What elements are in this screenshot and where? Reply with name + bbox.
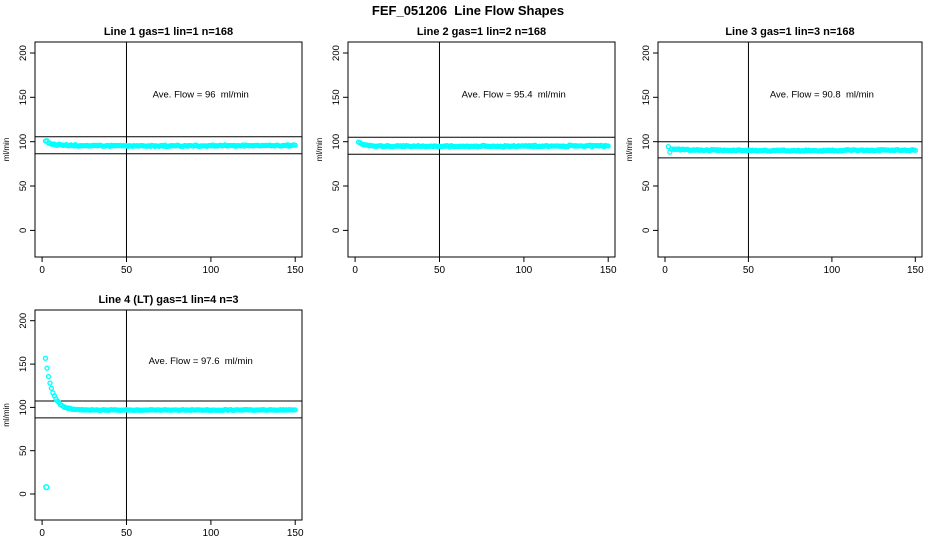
y-axis-label: ml/min [315, 138, 324, 162]
plot-box [657, 41, 923, 258]
y-tick-label: 50 [18, 181, 29, 192]
x-tick-label: 0 [352, 265, 358, 276]
panel-line-3: 0 50 100 150 0 50 100 150 200 ml/min Line 3 gas=1 … [625, 26, 924, 276]
y-tick-label: 200 [331, 45, 342, 61]
y-axis-label: ml/min [2, 403, 11, 427]
y-tick-label: 150 [641, 89, 652, 105]
data-series [42, 138, 298, 150]
x-tick-label: 150 [287, 528, 304, 539]
x-tick-label: 0 [39, 528, 45, 539]
panel-title: Line 4 (LT) gas=1 lin=4 n=3 [98, 294, 238, 306]
data-point [605, 143, 611, 149]
y-tick-label: 100 [18, 134, 29, 150]
plot-box [34, 309, 303, 521]
x-tick-label: 150 [907, 265, 924, 276]
data-point [665, 143, 671, 150]
y-tick-label: 0 [641, 228, 652, 233]
x-tick-label: 0 [662, 265, 668, 276]
figure-title: FEF_051206 Line Flow Shapes [371, 3, 565, 18]
y-tick-label: 150 [18, 89, 29, 105]
panel-title: Line 3 gas=1 lin=3 n=168 [725, 26, 854, 38]
x-tick-label: 0 [39, 265, 45, 276]
ave-flow-annotation: Ave. Flow = 90.8 ml/min [770, 89, 874, 100]
y-tick-label: 100 [331, 134, 342, 150]
y-tick-label: 200 [18, 313, 29, 329]
plot-box [34, 41, 303, 258]
y-tick-label: 50 [641, 181, 652, 192]
data-point [44, 365, 50, 371]
data-point [912, 147, 918, 153]
x-tick-label: 100 [203, 528, 220, 539]
x-tick-label: 150 [287, 265, 304, 276]
x-tick-label: 150 [600, 265, 617, 276]
x-tick-label: 50 [121, 528, 133, 539]
data-series [665, 143, 918, 155]
y-tick-label: 50 [331, 181, 342, 192]
outlier-point [43, 483, 50, 491]
y-tick-label: 100 [18, 399, 29, 415]
y-tick-label: 0 [331, 228, 342, 233]
x-tick-label: 50 [743, 265, 755, 276]
y-axis-label: ml/min [625, 138, 634, 162]
data-series [42, 355, 298, 414]
y-tick-label: 200 [18, 45, 29, 61]
panel-line-4: 0 50 100 150 0 50 100 150 200 ml/min Line 4 (LT) g… [2, 294, 304, 539]
y-tick-label: 150 [331, 89, 342, 105]
y-tick-label: 50 [18, 445, 29, 456]
y-tick-label: 200 [641, 45, 652, 61]
panel-title: Line 2 gas=1 lin=2 n=168 [417, 26, 546, 38]
data-point [47, 380, 53, 386]
plot-box [347, 41, 616, 258]
y-tick-label: 0 [18, 491, 29, 496]
x-tick-label: 50 [434, 265, 446, 276]
data-point [42, 355, 49, 361]
data-point [45, 373, 52, 380]
y-tick-label: 0 [18, 228, 29, 233]
data-point [48, 385, 55, 391]
y-tick-label: 150 [18, 356, 29, 372]
data-point [292, 407, 298, 413]
y-tick-label: 100 [641, 134, 652, 150]
x-tick-label: 100 [824, 265, 841, 276]
x-tick-label: 100 [203, 265, 220, 276]
ave-flow-annotation: Ave. Flow = 97.6 ml/min [149, 356, 253, 367]
ave-flow-annotation: Ave. Flow = 95.4 ml/min [462, 89, 566, 100]
data-series [355, 139, 611, 150]
panel-title: Line 1 gas=1 lin=1 n=168 [104, 26, 233, 38]
panel-line-2: 0 50 100 150 0 50 100 150 200 ml/min Line 2 gas=1 … [315, 26, 617, 276]
panel-line-1: 0 50 100 150 0 50 100 150 200 ml/min Line 1 gas=1 … [2, 26, 304, 276]
data-point [292, 142, 298, 148]
x-tick-label: 50 [121, 265, 133, 276]
ave-flow-annotation: Ave. Flow = 96 ml/min [153, 89, 249, 100]
x-tick-label: 100 [516, 265, 533, 276]
y-axis-label: ml/min [2, 138, 11, 162]
